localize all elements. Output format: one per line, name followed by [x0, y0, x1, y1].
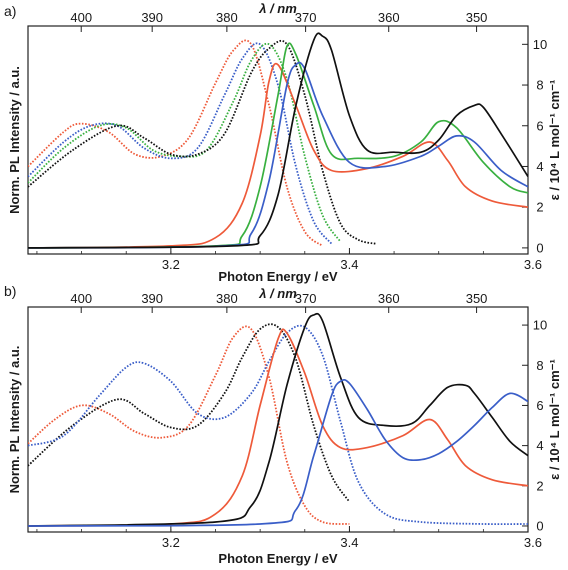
right-tick-label: 8 — [536, 358, 543, 373]
right-tick-label: 10 — [533, 318, 547, 333]
x-tick-label: 3.4 — [340, 535, 358, 550]
right-tick-label: 4 — [536, 438, 543, 453]
pl-emission-curve-0 — [28, 39, 324, 247]
top-tick-label: 380 — [216, 10, 238, 25]
right-tick-label: 6 — [536, 118, 543, 133]
x-tick-label: 3.6 — [524, 535, 542, 550]
plot-frame — [27, 306, 529, 533]
absorption-curve-7 — [28, 32, 528, 249]
y-right-axis-title: ε / 10⁴ L mol⁻¹ cm⁻¹ — [547, 359, 562, 480]
panel-label: b) — [4, 283, 16, 299]
top-tick-label: 400 — [70, 10, 92, 25]
top-axis-title: λ / nm — [258, 286, 297, 301]
top-tick-label: 350 — [466, 291, 488, 306]
curves — [28, 312, 528, 527]
pl-emission-curve-3 — [28, 40, 377, 245]
top-tick-label: 360 — [378, 10, 400, 25]
pl-emission-curve-2 — [28, 42, 342, 243]
panel-a: a) 3.2 3.4 3.6 400 390 380 370 360 350 0 2 4 6 8 10 Phot… — [4, 1, 562, 284]
right-tick-label: 2 — [536, 200, 543, 215]
pl-emission-curve-1 — [28, 323, 351, 503]
top-tick-label: 380 — [216, 291, 238, 306]
top-axis-title: λ / nm — [258, 1, 297, 16]
absorption-curve-5 — [28, 378, 528, 527]
x-axis-title: Photon Energy / eV — [218, 551, 338, 566]
top-tick-label: 360 — [378, 291, 400, 306]
panel-b: b) 3.2 3.4 3.6 400 390 380 370 360 350 0 2 4 6 8 10 Phot… — [4, 283, 562, 566]
top-tick-label: 400 — [70, 291, 92, 306]
absorption-curve-6 — [28, 61, 528, 249]
plot-frame — [27, 25, 529, 255]
top-tick-label: 390 — [141, 291, 163, 306]
x-tick-label: 3.2 — [162, 257, 180, 272]
right-tick-label: 10 — [533, 37, 547, 52]
y-left-axis-title: Norm. PL Intensity / a.u. — [7, 346, 22, 494]
right-tick-label: 0 — [536, 518, 543, 533]
right-tick-label: 6 — [536, 398, 543, 413]
absorption-curve-4 — [28, 312, 528, 527]
absorption-curve-3 — [28, 328, 528, 527]
top-tick-label: 350 — [466, 10, 488, 25]
absorption-curve-5 — [28, 42, 528, 249]
top-tick-label: 390 — [141, 10, 163, 25]
absorption-curve-4 — [28, 62, 528, 249]
right-tick-label: 0 — [536, 240, 543, 255]
y-right-axis-title: ε / 10⁴ L mol⁻¹ cm⁻¹ — [547, 80, 562, 201]
x-tick-label: 3.4 — [340, 257, 358, 272]
top-tick-label: 370 — [295, 10, 317, 25]
pl-emission-curve-0 — [28, 325, 350, 525]
x-axis-title: Photon Energy / eV — [218, 269, 338, 284]
right-tick-label: 2 — [536, 478, 543, 493]
right-tick-label: 8 — [536, 78, 543, 93]
y-left-axis-title: Norm. PL Intensity / a.u. — [7, 66, 22, 214]
curves — [28, 32, 528, 249]
top-tick-label: 370 — [295, 291, 317, 306]
pl-emission-curve-2 — [28, 324, 528, 526]
pl-emission-curve-1 — [28, 42, 333, 245]
right-tick-label: 4 — [536, 159, 543, 174]
x-tick-label: 3.6 — [524, 257, 542, 272]
x-tick-label: 3.2 — [162, 535, 180, 550]
panel-label: a) — [4, 3, 16, 19]
